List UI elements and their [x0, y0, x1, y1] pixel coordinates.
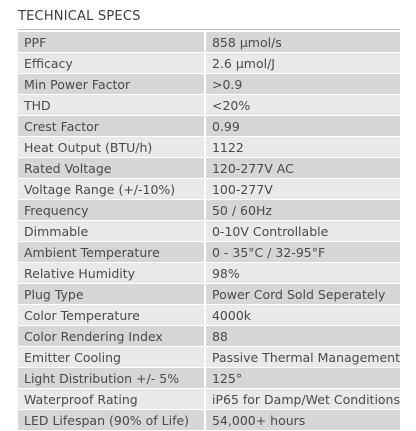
spec-label: Plug Type: [18, 283, 206, 305]
spec-label: Ambient Temperature: [18, 241, 206, 263]
spec-label: Crest Factor: [18, 115, 206, 137]
spec-label: Rated Voltage: [18, 157, 206, 179]
spec-label: Dimmable: [18, 220, 206, 242]
spec-value: iP65 for Damp/Wet Conditions: [204, 388, 400, 410]
spec-label: THD: [18, 94, 206, 116]
spec-value: 0-10V Controllable: [204, 220, 400, 242]
specs-table: PPF 858 μmol/s Efficacy 2.6 μmol/J Min Power…: [18, 32, 400, 431]
spec-label: Relative Humidity: [18, 262, 206, 284]
spec-value: 0 - 35°C / 32-95°F: [204, 241, 400, 263]
spec-value: <20%: [204, 94, 400, 116]
spec-label: PPF: [18, 32, 206, 53]
spec-label: Emitter Cooling: [18, 346, 206, 368]
spec-row: Min Power Factor >0.9: [18, 73, 400, 95]
spec-row: Relative Humidity 98%: [18, 262, 400, 284]
spec-value: 4000k: [204, 304, 400, 326]
title-rule: [18, 29, 400, 30]
spec-value: 858 μmol/s: [204, 32, 400, 53]
spec-value: >0.9: [204, 73, 400, 95]
spec-label: Min Power Factor: [18, 73, 206, 95]
spec-value: 50 / 60Hz: [204, 199, 400, 221]
spec-value: 1122: [204, 136, 400, 158]
spec-value: 98%: [204, 262, 400, 284]
spec-value: 54,000+ hours: [204, 409, 400, 431]
spec-row: LED Lifespan (90% of Life) 54,000+ hours: [18, 409, 400, 431]
spec-row: Color Temperature 4000k: [18, 304, 400, 326]
spec-label: Color Rendering Index: [18, 325, 206, 347]
spec-row: Heat Output (BTU/h) 1122: [18, 136, 400, 158]
spec-label: Waterproof Rating: [18, 388, 206, 410]
spec-row: Efficacy 2.6 μmol/J: [18, 52, 400, 74]
spec-row: Color Rendering Index 88: [18, 325, 400, 347]
spec-value: 88: [204, 325, 400, 347]
spec-label: Heat Output (BTU/h): [18, 136, 206, 158]
spec-row: Frequency 50 / 60Hz: [18, 199, 400, 221]
spec-value: 120-277V AC: [204, 157, 400, 179]
spec-value: 125°: [204, 367, 400, 389]
spec-label: Light Distribution +/- 5%: [18, 367, 206, 389]
spec-value: 2.6 μmol/J: [204, 52, 400, 74]
section-title: TECHNICAL SPECS: [18, 9, 141, 24]
spec-label: Efficacy: [18, 52, 206, 74]
spec-value: Power Cord Sold Seperately: [204, 283, 400, 305]
spec-label: Color Temperature: [18, 304, 206, 326]
spec-label: LED Lifespan (90% of Life): [18, 409, 206, 431]
spec-row: Plug Type Power Cord Sold Seperately: [18, 283, 400, 305]
spec-row: Crest Factor 0.99: [18, 115, 400, 137]
spec-label: Voltage Range (+/-10%): [18, 178, 206, 200]
spec-row: PPF 858 μmol/s: [18, 32, 400, 53]
spec-row: Emitter Cooling Passive Thermal Managemen…: [18, 346, 400, 368]
spec-row: Rated Voltage 120-277V AC: [18, 157, 400, 179]
spec-row: Ambient Temperature 0 - 35°C / 32-95°F: [18, 241, 400, 263]
spec-value: 100-277V: [204, 178, 400, 200]
spec-label: Frequency: [18, 199, 206, 221]
spec-value: 0.99: [204, 115, 400, 137]
spec-value: Passive Thermal Management: [204, 346, 400, 368]
spec-row: Waterproof Rating iP65 for Damp/Wet Condi…: [18, 388, 400, 410]
spec-row: Dimmable 0-10V Controllable: [18, 220, 400, 242]
spec-row: Light Distribution +/- 5% 125°: [18, 367, 400, 389]
spec-row: Voltage Range (+/-10%) 100-277V: [18, 178, 400, 200]
spec-row: THD <20%: [18, 94, 400, 116]
